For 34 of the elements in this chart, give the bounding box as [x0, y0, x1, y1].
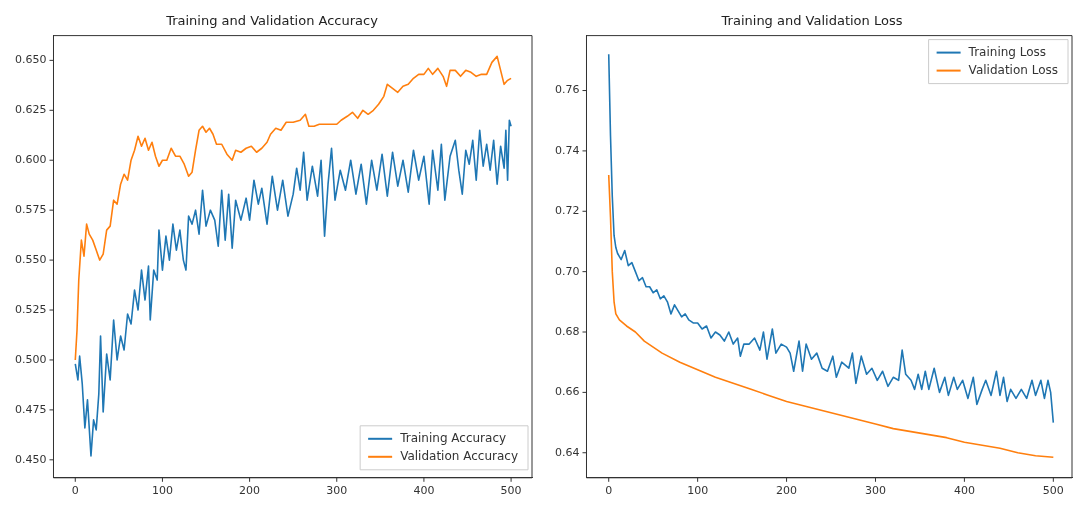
y-tick-label: 0.500	[14, 352, 47, 366]
x-tick-label: 400	[413, 484, 435, 498]
y-tick-label: 0.525	[14, 302, 47, 316]
y-tick-label: 0.68	[554, 324, 580, 338]
y-tick-label: 0.70	[554, 264, 580, 278]
x-tick-label: 0	[71, 484, 79, 498]
chart-title: Training and Validation Accuracy	[165, 13, 379, 29]
chart-title: Training and Validation Loss	[720, 13, 903, 29]
x-tick-label: 100	[151, 484, 173, 498]
y-tick-label: 0.72	[554, 204, 580, 218]
legend-label: Validation Accuracy	[400, 448, 518, 463]
x-tick-label: 200	[239, 484, 261, 498]
x-tick-label: 0	[605, 484, 613, 498]
x-tick-label: 400	[953, 484, 975, 498]
y-tick-label: 0.76	[554, 83, 580, 97]
y-tick-label: 0.575	[14, 203, 47, 217]
x-tick-label: 500	[1042, 484, 1064, 498]
y-tick-label: 0.66	[554, 385, 580, 399]
y-tick-label: 0.550	[14, 252, 47, 266]
y-tick-label: 0.625	[14, 103, 47, 117]
y-tick-label: 0.600	[14, 153, 47, 167]
legend-label: Training Loss	[967, 44, 1047, 59]
x-tick-label: 200	[776, 484, 798, 498]
x-tick-label: 300	[864, 484, 886, 498]
x-tick-label: 500	[500, 484, 522, 498]
legend-label: Validation Loss	[968, 62, 1058, 77]
x-tick-label: 300	[326, 484, 348, 498]
legend-label: Training Accuracy	[399, 430, 507, 445]
y-tick-label: 0.450	[14, 452, 47, 466]
x-tick-label: 100	[687, 484, 709, 498]
y-tick-label: 0.650	[14, 53, 47, 67]
y-tick-label: 0.74	[554, 143, 580, 157]
y-tick-label: 0.475	[14, 402, 47, 416]
y-tick-label: 0.64	[554, 445, 580, 459]
